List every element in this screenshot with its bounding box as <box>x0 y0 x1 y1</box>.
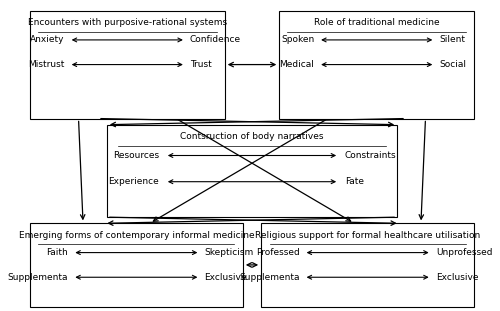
Text: Medical: Medical <box>280 60 314 69</box>
FancyBboxPatch shape <box>30 11 225 118</box>
Text: Professed: Professed <box>256 248 300 257</box>
Text: Silent: Silent <box>439 35 465 44</box>
Text: Exclusive: Exclusive <box>204 273 247 282</box>
Text: Faith: Faith <box>46 248 68 257</box>
Text: Confidence: Confidence <box>190 35 241 44</box>
Text: Unprofessed: Unprofessed <box>436 248 492 257</box>
Text: Contsruction of body narratives: Contsruction of body narratives <box>180 132 324 142</box>
FancyBboxPatch shape <box>30 223 243 307</box>
Text: Emerging forms of contemporary informal medicine: Emerging forms of contemporary informal … <box>18 231 254 240</box>
Text: Resources: Resources <box>113 151 159 160</box>
Text: Role of traditional medicine: Role of traditional medicine <box>314 18 440 27</box>
Text: Fate: Fate <box>345 177 364 186</box>
Text: Mistrust: Mistrust <box>28 60 65 69</box>
Text: Skepticism: Skepticism <box>204 248 254 257</box>
FancyBboxPatch shape <box>261 223 474 307</box>
Text: Spoken: Spoken <box>281 35 314 44</box>
Text: Supplementa: Supplementa <box>239 273 300 282</box>
FancyBboxPatch shape <box>107 125 397 217</box>
Text: Experience: Experience <box>108 177 159 186</box>
Text: Anxiety: Anxiety <box>30 35 65 44</box>
Text: Religious support for formal healthcare utilisation: Religious support for formal healthcare … <box>255 231 480 240</box>
Text: Supplementa: Supplementa <box>8 273 68 282</box>
Text: Constraints: Constraints <box>345 151 397 160</box>
Text: Trust: Trust <box>190 60 212 69</box>
Text: Social: Social <box>439 60 466 69</box>
FancyBboxPatch shape <box>279 11 474 118</box>
Text: Encounters with purposive-rational systems: Encounters with purposive-rational syste… <box>28 18 227 27</box>
Text: Exclusive: Exclusive <box>436 273 478 282</box>
